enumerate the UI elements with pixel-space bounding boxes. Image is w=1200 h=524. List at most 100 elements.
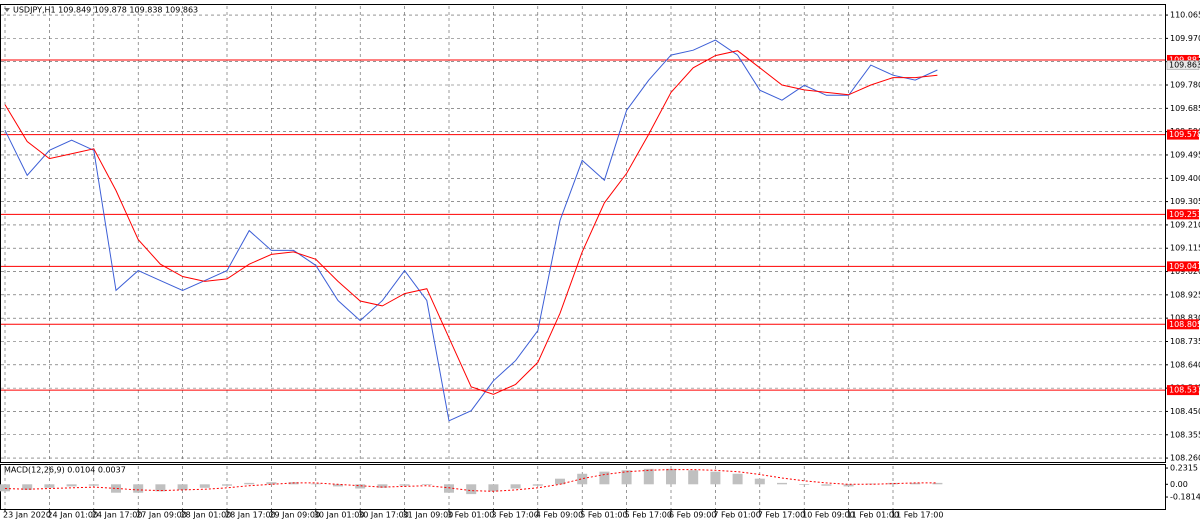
- x-tick-label: 3 Feb 17:00: [491, 511, 538, 520]
- macd-bar: [888, 482, 898, 485]
- x-tick-label: 3 Feb 01:00: [447, 511, 494, 520]
- macd-bar: [555, 478, 565, 485]
- price-line: [4, 50, 938, 395]
- macd-bar: [821, 484, 832, 486]
- signal-line: [4, 469, 938, 492]
- x-tick-label: 5 Feb 17:00: [625, 511, 672, 520]
- y-tick-label: 109.400: [1170, 174, 1200, 183]
- y-tick-label: 109.970: [1170, 34, 1200, 43]
- x-tick-label: 7 Feb 17:00: [758, 511, 805, 520]
- macd-bar: [399, 484, 410, 486]
- y-tick-label: 109.780: [1170, 81, 1200, 90]
- x-tick-label: 5 Feb 01:00: [580, 511, 627, 520]
- y-tick-label: 109.495: [1170, 150, 1200, 159]
- y-tick-label: 108.735: [1170, 337, 1200, 346]
- chart-header: USDJPY,H1 109.849 109.878 109.838 109.86…: [13, 6, 198, 15]
- macd-bar: [466, 484, 477, 495]
- y-tick-label: 108.260: [1170, 454, 1200, 463]
- macd-bar: [355, 484, 366, 489]
- x-tick-label: 30 Jan 17:00: [358, 511, 409, 520]
- macd-bar: [510, 484, 521, 489]
- macd-bar: [377, 484, 388, 488]
- x-tick-label: 28 Jan 17:00: [225, 511, 276, 520]
- price-line: [4, 39, 938, 422]
- x-tick-label: 24 Jan 17:00: [92, 511, 143, 520]
- macd-bar: [688, 470, 699, 485]
- macd-bar: [577, 473, 588, 485]
- macd-bar: [244, 482, 255, 485]
- macd-bar: [111, 484, 121, 493]
- macd-bar: [643, 468, 654, 485]
- x-tick-label: 7 Feb 01:00: [713, 511, 760, 520]
- macd-bar: [532, 484, 543, 486]
- macd-bar: [444, 484, 454, 493]
- macd-bar: [732, 473, 743, 485]
- macd-bar: [177, 484, 188, 490]
- y-tick-label: 109.020: [1170, 267, 1200, 276]
- macd-bar: [88, 484, 99, 486]
- y-tick-label: 108.450: [1170, 407, 1200, 416]
- y-tick-label: 108.640: [1170, 360, 1200, 369]
- level-label: 109.041: [1169, 262, 1200, 271]
- macd-bar: [666, 468, 676, 485]
- macd-bar: [754, 478, 765, 485]
- macd-bar: [910, 482, 921, 485]
- last-price-bg: [1166, 60, 1200, 70]
- y-tick-label: 108.355: [1170, 430, 1200, 439]
- y-tick-label: 108.925: [1170, 290, 1200, 299]
- macd-bar: [333, 484, 343, 487]
- macd-bar: [310, 483, 321, 485]
- level-label-bg: [1167, 319, 1199, 330]
- last-price-label: 109.863: [1169, 61, 1200, 70]
- macd-bar: [0, 484, 10, 492]
- level-label: 109.882: [1169, 55, 1200, 64]
- macd-bar: [621, 470, 632, 485]
- macd-bar: [421, 484, 432, 485]
- y-tick-label: 109.115: [1170, 244, 1200, 253]
- x-tick-label: 23 Jan 2020: [3, 511, 51, 520]
- x-tick-label: 11 Feb 01:00: [847, 511, 899, 520]
- y-tick-label: 0.00: [1170, 480, 1188, 489]
- y-tick-label: -0.1814: [1170, 493, 1200, 502]
- y-tick-label: 110.065: [1170, 11, 1200, 20]
- macd-bar: [133, 484, 144, 493]
- macd-panel: [0, 464, 1166, 510]
- y-tick-label: 0.2315: [1170, 464, 1198, 473]
- x-tick-label: 10 Feb 09:00: [802, 511, 854, 520]
- macd-bar: [777, 482, 787, 485]
- x-tick-label: 31 Jan 09:00: [403, 511, 454, 520]
- macd-bar: [266, 482, 277, 485]
- macd-bar: [932, 482, 943, 485]
- x-tick-label: 4 Feb 09:00: [536, 511, 583, 520]
- macd-bar: [222, 484, 232, 486]
- macd-bar: [199, 484, 210, 488]
- y-tick-label: 109.305: [1170, 197, 1200, 206]
- x-tick-label: 11 Feb 17:00: [891, 511, 943, 520]
- macd-bar: [22, 484, 33, 490]
- y-tick-label: 109.685: [1170, 104, 1200, 113]
- symbol-icon: [4, 8, 10, 12]
- level-label-bg: [1167, 261, 1199, 272]
- level-label: 109.578: [1169, 130, 1200, 139]
- y-tick-label: 109.210: [1170, 220, 1200, 229]
- macd-bar: [488, 484, 499, 492]
- x-tick-label: 30 Jan 01:00: [314, 511, 365, 520]
- macd-bar: [799, 484, 810, 485]
- level-label-bg: [1167, 385, 1199, 396]
- macd-title: MACD(12,26,9) 0.0104 0.0037: [4, 466, 126, 475]
- main-panel: [0, 4, 1166, 463]
- macd-bar: [44, 484, 55, 488]
- x-tick-label: 24 Jan 01:00: [47, 511, 98, 520]
- level-label-bg: [1167, 209, 1199, 220]
- y-tick-label: 108.830: [1170, 314, 1200, 323]
- macd-bar: [66, 484, 77, 487]
- level-label-bg: [1167, 54, 1199, 65]
- level-label-bg: [1167, 129, 1199, 140]
- level-label: 108.537: [1169, 386, 1200, 395]
- macd-bar: [843, 484, 854, 487]
- x-tick-label: 29 Jan 09:00: [269, 511, 320, 520]
- x-tick-label: 27 Jan 09:00: [136, 511, 187, 520]
- x-tick-label: 28 Jan 01:00: [181, 511, 232, 520]
- macd-bar: [710, 471, 721, 485]
